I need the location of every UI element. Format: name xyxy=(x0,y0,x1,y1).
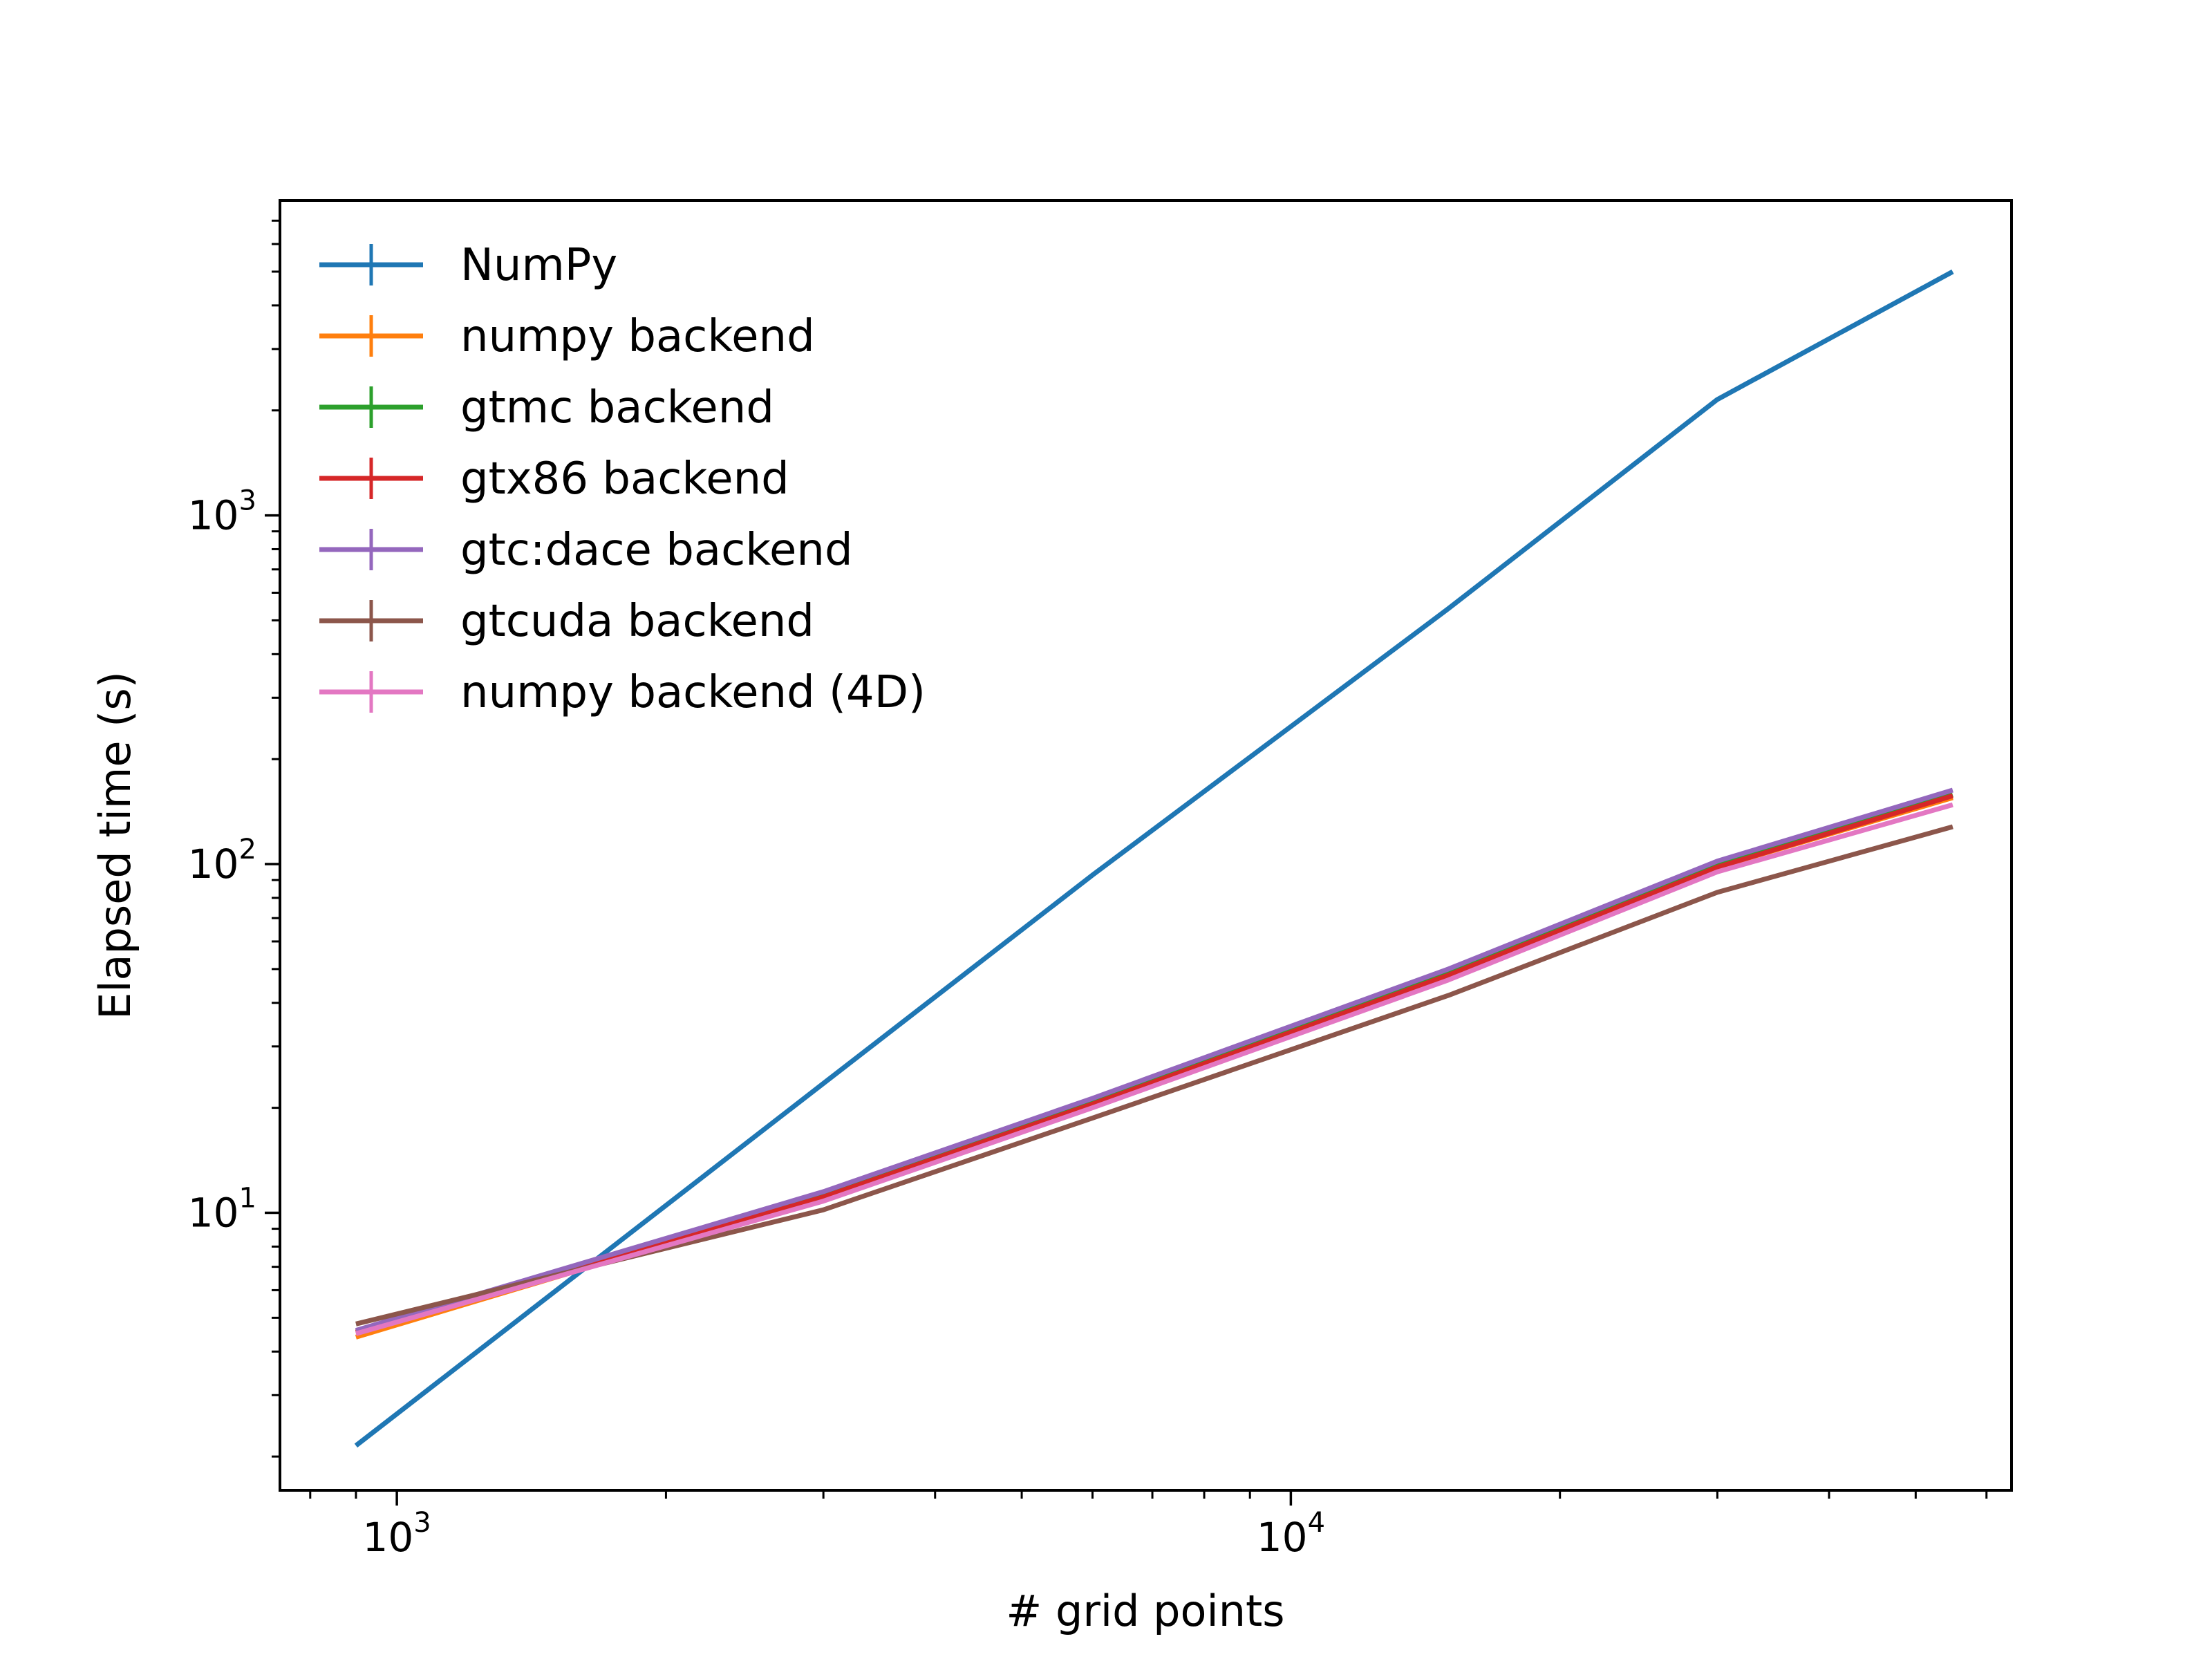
legend-entry-numpy: NumPy xyxy=(319,240,617,291)
y-tick-base: 10 xyxy=(188,1190,239,1237)
y-tick-base: 10 xyxy=(188,492,239,539)
legend-label: NumPy xyxy=(460,240,617,291)
x-axis-label: # grid points xyxy=(1006,1586,1284,1636)
legend-entry-gtc-dace-backend: gtc:dace backend xyxy=(319,525,853,576)
x-axis: 103 104 xyxy=(309,1490,1988,1561)
y-tick-exponent: 3 xyxy=(239,485,256,517)
legend-entry-gtx86-backend: gtx86 backend xyxy=(319,453,789,505)
y-axis-label: Elapsed time (s) xyxy=(90,671,140,1020)
legend-label: gtx86 backend xyxy=(460,453,789,505)
legend-entry-gtmc-backend: gtmc backend xyxy=(319,382,774,433)
series-line-numpy-backend-4d xyxy=(355,802,1953,1336)
x-tick-base: 10 xyxy=(362,1514,413,1561)
y-tick-label: 103 xyxy=(188,485,256,539)
legend-label: gtc:dace backend xyxy=(460,525,853,576)
x-tick-exponent: 3 xyxy=(413,1507,431,1539)
series-layer xyxy=(354,269,1954,1448)
series-line-gtc-dace-backend xyxy=(355,787,1953,1333)
legend: NumPy numpy backend gtmc backend gtx86 back… xyxy=(319,240,926,718)
legend-entry-gtcuda-backend: gtcuda backend xyxy=(319,596,814,647)
x-tick-exponent: 4 xyxy=(1308,1507,1325,1539)
series-line-numpy xyxy=(354,269,1954,1448)
series-line-gtcuda-backend xyxy=(355,824,1953,1327)
plot-frame xyxy=(279,199,2013,1492)
x-tick-label: 103 xyxy=(362,1507,431,1561)
x-tick-base: 10 xyxy=(1257,1514,1308,1561)
y-tick-label: 101 xyxy=(188,1183,256,1237)
series-line-gtx86-backend xyxy=(355,793,1953,1335)
legend-label: numpy backend xyxy=(460,311,815,362)
y-tick-base: 10 xyxy=(188,841,239,888)
legend-label: numpy backend (4D) xyxy=(460,667,926,718)
legend-label: gtmc backend xyxy=(460,382,774,433)
legend-label: gtcuda backend xyxy=(460,596,814,647)
y-tick-exponent: 1 xyxy=(239,1183,256,1215)
legend-entry-numpy-backend: numpy backend xyxy=(319,311,815,362)
legend-entry-numpy-backend-4d: numpy backend (4D) xyxy=(319,667,926,718)
y-tick-exponent: 2 xyxy=(239,834,256,865)
y-tick-label: 102 xyxy=(188,834,256,888)
x-tick-label: 104 xyxy=(1257,1507,1325,1561)
